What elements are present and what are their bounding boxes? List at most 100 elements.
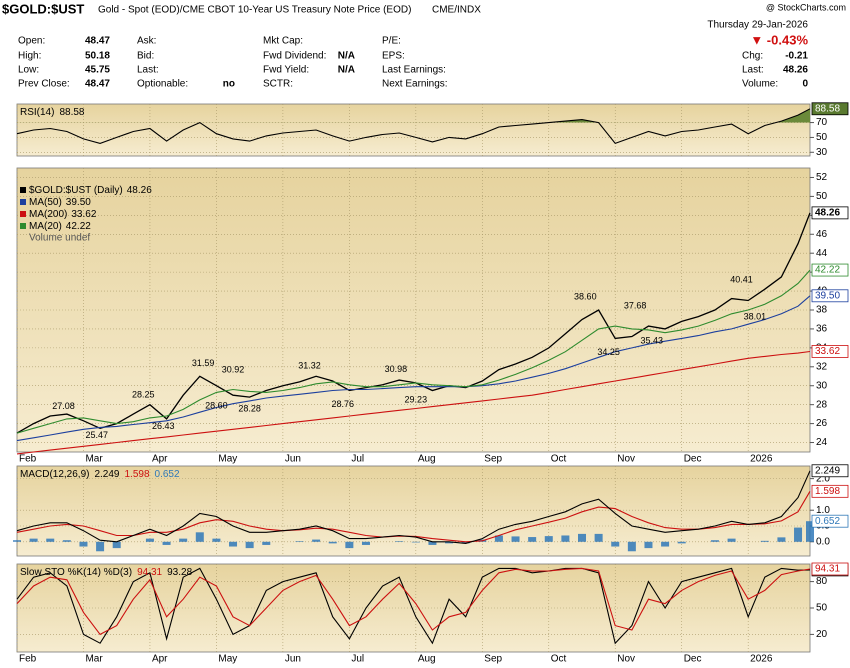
legend-entry: $GOLD:$UST (Daily) 48.26 <box>29 185 152 196</box>
histogram-bar <box>727 538 736 542</box>
value-box-label: 33.62 <box>815 346 840 357</box>
histogram-bar <box>96 541 105 552</box>
histogram-bar <box>627 541 636 552</box>
value-box-label: 48.26 <box>815 208 840 219</box>
histogram-bar <box>411 541 420 543</box>
y-tick-label: 20 <box>816 629 828 640</box>
price-annotation: 27.08 <box>52 401 75 411</box>
histogram-bar <box>361 541 370 545</box>
quote-label: Chg: <box>742 51 763 62</box>
x-tick-label: Nov <box>617 654 635 665</box>
histogram-bar <box>578 533 587 542</box>
quote-label: Last Earnings: <box>382 65 446 76</box>
legend-swatch <box>20 199 26 205</box>
price-annotation: 30.98 <box>385 364 408 374</box>
description: Gold - Spot (EOD)/CME CBOT 10-Year US Tr… <box>98 5 411 16</box>
histogram-bar <box>212 538 221 542</box>
histogram-bar <box>262 541 271 545</box>
quote-value: 48.47 <box>85 36 110 47</box>
legend-name: MA(50) <box>29 197 62 208</box>
price-annotation: 38.60 <box>574 292 597 302</box>
histogram-bar <box>611 541 620 547</box>
x-tick-label: May <box>218 654 237 665</box>
x-tick-label: Oct <box>551 654 567 665</box>
histogram-bar <box>62 540 71 542</box>
y-tick-label: 2.0 <box>816 473 830 484</box>
value-box-label: 94.31 <box>815 564 840 575</box>
y-tick-label: 50 <box>816 603 828 614</box>
quote-value: no <box>223 79 235 90</box>
series-line <box>16 567 811 636</box>
quote-label: Optionable: <box>137 79 188 90</box>
value-box <box>811 263 849 277</box>
histogram-bar <box>145 538 154 542</box>
value-box-label: 1.598 <box>815 486 840 497</box>
legend-name: MA(200) <box>29 209 67 220</box>
quote-label: Low: <box>18 65 39 76</box>
price-annotation: 28.28 <box>238 403 261 413</box>
histogram-bar <box>710 540 719 542</box>
change-pct: ▼ -0.43% <box>750 32 808 47</box>
price-annotation: 40.41 <box>730 275 753 285</box>
quote-label: Volume: <box>742 79 778 90</box>
legend-title: Slow STO %K(14) %D(3) <box>20 567 132 578</box>
quote-label: P/E: <box>382 36 401 47</box>
x-tick-label: Jul <box>351 654 364 665</box>
value-box-label: 39.50 <box>815 290 840 301</box>
x-tick-label: Sep <box>484 454 502 465</box>
legend-swatch <box>20 211 26 217</box>
watermark: @ StockCharts.com <box>766 2 846 12</box>
histogram-bar <box>594 533 603 542</box>
histogram-bar <box>312 539 321 542</box>
histogram-bar <box>428 541 437 545</box>
x-tick-label: Feb <box>19 654 37 665</box>
histogram-bar <box>806 521 814 542</box>
x-tick-label: Oct <box>551 454 567 465</box>
quote-label: EPS: <box>382 51 405 62</box>
histogram-bar <box>46 538 55 542</box>
price-annotation: 28.60 <box>205 400 228 410</box>
legend-entry: Volume undef <box>29 233 90 244</box>
legend-value: 33.62 <box>71 209 96 220</box>
value-box <box>811 289 849 303</box>
value-box <box>811 206 849 220</box>
histogram-bar <box>395 541 404 542</box>
legend-value: 2.249 <box>94 469 119 480</box>
price-annotation: 34.25 <box>597 347 620 357</box>
quote-value: 48.47 <box>85 79 110 90</box>
series-line <box>16 567 811 645</box>
y-tick-label: 46 <box>816 229 828 240</box>
quote-value: -0.21 <box>785 51 808 62</box>
y-tick-label: 0.0 <box>816 536 830 547</box>
histogram-bar <box>445 541 454 544</box>
series-line <box>16 108 811 145</box>
histogram-bar <box>494 535 503 542</box>
quote-label: Last: <box>137 65 159 76</box>
y-tick-label: 50 <box>816 132 828 143</box>
legend-entry: MA(200) 33.62 <box>29 209 97 220</box>
histogram-bar <box>79 541 88 547</box>
x-tick-label: Apr <box>152 454 168 465</box>
x-tick-label: 2026 <box>750 654 773 665</box>
histogram-bar <box>345 541 354 549</box>
histogram-bar <box>677 541 686 544</box>
panel-background <box>16 103 811 157</box>
value-box <box>811 345 849 358</box>
legend-value: 48.26 <box>127 185 152 196</box>
price-annotation: 31.59 <box>192 358 215 368</box>
value-box-label: 2.249 <box>815 465 840 476</box>
x-tick-label: May <box>218 454 237 465</box>
value-box <box>811 514 849 528</box>
quote-value: N/A <box>338 51 355 62</box>
legend-swatch <box>20 187 26 193</box>
histogram-bar <box>528 537 537 542</box>
quote-value: 45.75 <box>85 65 110 76</box>
quote-label: Fwd Yield: <box>263 65 309 76</box>
value-box <box>811 464 849 478</box>
x-tick-label: Sep <box>484 654 502 665</box>
legend-entry: RSI(14) 88.58 <box>20 107 85 118</box>
price-annotation: 25.47 <box>85 430 108 440</box>
histogram-bar <box>112 541 121 549</box>
quote-label: Ask: <box>137 36 156 47</box>
